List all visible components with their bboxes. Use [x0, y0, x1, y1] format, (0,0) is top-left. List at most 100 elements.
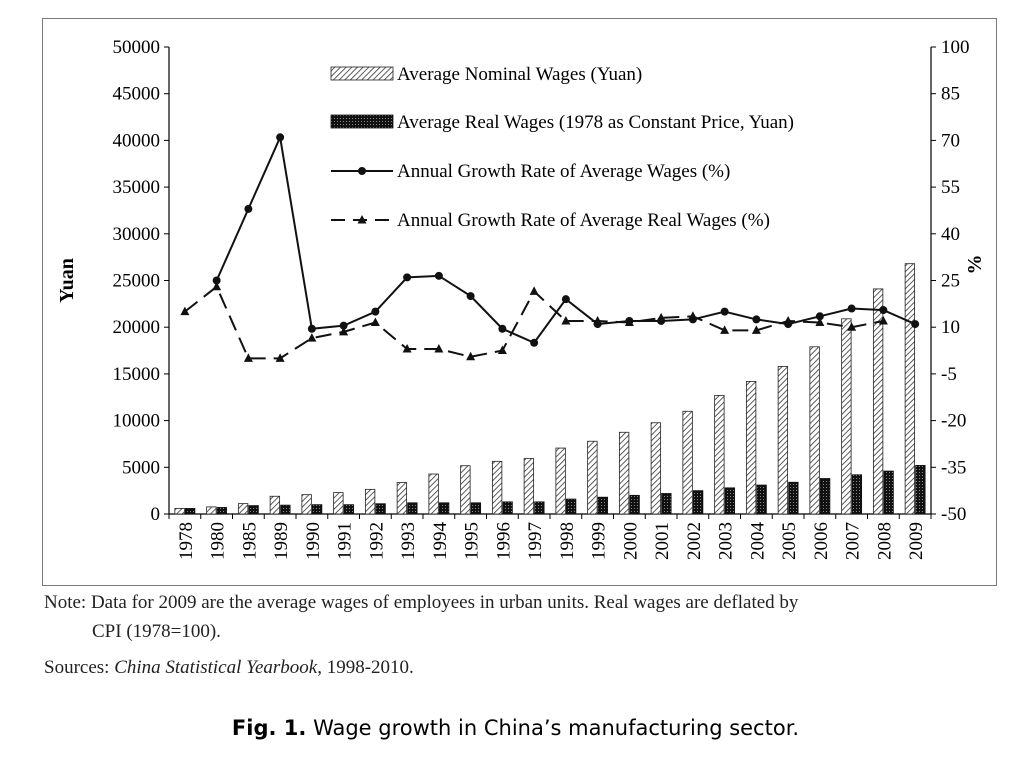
real-wage-bar [438, 502, 450, 515]
x-tick-label: 1989 [271, 522, 292, 560]
legend-swatch-nominal [330, 66, 394, 81]
real-wage-bar [724, 487, 736, 515]
y-axis-title-right: % [964, 255, 986, 275]
real-wage-bar [280, 504, 291, 515]
nominal-wage-bar [841, 318, 852, 515]
right-tick-label: 40 [941, 224, 960, 245]
real-wage-bar [311, 504, 323, 515]
x-tick-label: 1992 [366, 522, 387, 560]
nominal-growth-point [561, 295, 570, 304]
real-wage-bar [184, 507, 196, 515]
real-growth-point [466, 351, 476, 361]
nominal-wage-bar [396, 482, 408, 515]
x-tick-label: 2008 [874, 522, 895, 560]
left-tick-label: 20000 [113, 317, 161, 338]
real-growth-point [434, 343, 444, 353]
real-growth-point [720, 325, 730, 334]
x-tick-label: 2004 [747, 522, 768, 561]
x-tick-label: 2007 [843, 522, 864, 560]
x-tick-label: 2001 [652, 522, 673, 560]
real-wage-bar [915, 465, 926, 515]
nominal-wage-bar [809, 346, 820, 515]
wage-chart: 0 -50 5000 -35 10000 -20 15000 -5 20000 10 25000 25… [56, 37, 986, 561]
nominal-growth-point [371, 307, 380, 316]
nominal-wage-bar [714, 394, 725, 515]
caption-label: Fig. 1. [231, 716, 307, 740]
real-wage-bar [692, 490, 704, 515]
nominal-growth-point [879, 306, 888, 315]
real-growth-point [275, 353, 285, 362]
x-tick-label: 2005 [779, 522, 800, 560]
nominal-wage-bar [745, 380, 757, 515]
legend-entry: Annual Growth Rate of Average Real Wages… [397, 210, 770, 231]
real-growth-point [180, 306, 190, 316]
x-tick-label: 1985 [239, 522, 260, 560]
right-tick-label: 70 [941, 130, 960, 151]
nominal-wage-bar [555, 447, 566, 515]
x-tick-label: 1997 [525, 522, 546, 560]
left-tick-label: 0 [151, 504, 161, 525]
nominal-wage-bar [872, 288, 884, 515]
real-wage-bar [216, 507, 228, 515]
nominal-wage-bar [777, 366, 789, 515]
x-tick-label: 2003 [716, 522, 737, 560]
right-tick-label: -35 [941, 457, 966, 478]
nominal-wage-bar [269, 495, 281, 515]
right-tick-label: -50 [941, 504, 966, 525]
nominal-growth-point [530, 338, 539, 347]
real-wage-bar [565, 498, 577, 515]
right-tick-label: 25 [941, 271, 960, 292]
legend-entry: Average Real Wages (1978 as Constant Pri… [397, 112, 794, 133]
left-tick-label: 10000 [113, 411, 161, 432]
nominal-wage-bar [428, 473, 439, 515]
real-wage-bar [851, 474, 863, 515]
real-growth-point [497, 345, 507, 355]
real-growth-point [688, 311, 698, 320]
real-growth-point [783, 315, 793, 325]
legend-swatch-real [330, 114, 394, 129]
real-wage-bar [788, 481, 799, 515]
nominal-growth-point [403, 273, 412, 282]
chart-note: Note: Data for 2009 are the average wage… [44, 588, 1014, 646]
real-wage-bar [756, 484, 767, 515]
real-growth-point [593, 315, 603, 325]
real-growth-point [243, 353, 253, 362]
left-tick-label: 30000 [113, 224, 161, 245]
real-growth-point [751, 325, 761, 334]
real-wage-bar [597, 496, 609, 515]
nominal-wage-bar [460, 465, 471, 515]
real-growth-point [370, 317, 380, 327]
nominal-wage-bar [618, 431, 630, 515]
nominal-growth-point [847, 304, 856, 313]
nominal-wage-bar [237, 503, 249, 515]
real-wage-bar [819, 478, 831, 515]
y-axis-title: Yuan [56, 258, 78, 303]
real-wage-bar [883, 470, 894, 515]
nominal-wage-bar [587, 440, 598, 515]
real-growth-point [878, 315, 888, 325]
nominal-growth-point [720, 307, 729, 316]
x-tick-label: 1994 [430, 522, 451, 561]
nominal-wage-bar [523, 458, 535, 515]
real-wage-bar [470, 502, 482, 515]
legend-entry: Annual Growth Rate of Average Wages (%) [397, 161, 730, 182]
right-tick-label: 55 [941, 177, 960, 198]
note-line-1: Note: Data for 2009 are the average wage… [44, 592, 799, 613]
note-line-2: CPI (1978=100). [92, 621, 221, 642]
legend-marker-real-growth [357, 215, 367, 224]
left-tick-label: 25000 [113, 271, 161, 292]
nominal-wage-bar [206, 506, 217, 515]
real-wage-bar [534, 501, 545, 515]
nominal-growth-point [752, 315, 761, 324]
x-tick-label: 2006 [811, 522, 832, 560]
sources-title: China Statistical Yearbook [114, 657, 318, 678]
nominal-growth-point [244, 204, 253, 213]
figure-caption: Fig. 1. Wage growth in China’s manufactu… [0, 716, 1031, 740]
right-tick-label: 100 [941, 37, 970, 58]
real-growth-point [656, 312, 666, 322]
x-tick-label: 1993 [398, 522, 419, 560]
nominal-growth-point [212, 276, 221, 285]
right-tick-label: -20 [941, 411, 966, 432]
real-growth-point [815, 317, 825, 327]
x-tick-label: 1995 [462, 522, 483, 560]
